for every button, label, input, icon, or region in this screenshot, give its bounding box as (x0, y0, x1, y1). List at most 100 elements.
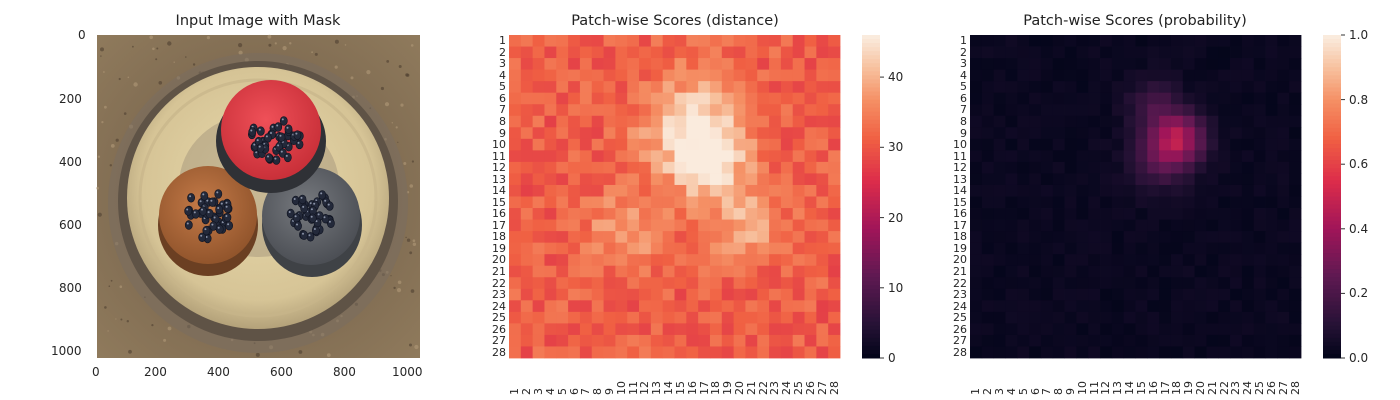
heatmap-cell (1147, 104, 1160, 117)
heatmap-cell (1123, 231, 1136, 244)
heatmap-cell (639, 127, 652, 140)
heatmap-cell (639, 46, 652, 59)
heatmap-cell (662, 127, 675, 140)
heatmap-cell (639, 196, 652, 209)
heatmap-cell (1123, 173, 1136, 186)
heatmap-cell (745, 254, 758, 267)
heatmap-cell (1040, 104, 1054, 117)
heatmap-cell (816, 127, 829, 140)
speckle (104, 306, 107, 309)
heatmap-cell (532, 265, 545, 278)
heatmap-cell (792, 265, 805, 278)
heatmap-cell (721, 92, 735, 105)
heatmap-cell (1194, 150, 1207, 163)
heatmap-cell (1289, 242, 1302, 255)
heatmap-cell (745, 311, 758, 324)
colorbar-segment (862, 123, 880, 129)
heatmap-cell (627, 184, 640, 197)
heatmap-cell (1076, 161, 1089, 174)
heatmap-cell (520, 69, 534, 82)
heatmap-cell (1289, 288, 1302, 301)
heatmap-cell (615, 254, 628, 267)
heatmap-cell (568, 104, 581, 117)
heatmap-cell (993, 184, 1006, 197)
berry-highlight (327, 203, 330, 206)
heatmap-cell (603, 69, 616, 82)
heatmap-cell (686, 242, 699, 255)
heatmap-cell (1064, 127, 1077, 140)
heatmap-cell (757, 58, 770, 71)
heatmap-cell (828, 69, 841, 82)
colorbar-segment (862, 353, 880, 359)
heatmap-cell (674, 265, 687, 278)
heatmap-cell (1218, 127, 1231, 140)
heatmap-cell (970, 69, 983, 82)
heatmap-cell (662, 92, 675, 105)
heatmap-cell (757, 127, 770, 140)
heatmap-cell (1253, 104, 1266, 117)
heatmap-cell (1253, 242, 1266, 255)
heatmap-cell (627, 300, 640, 313)
heatmap-cell (1182, 104, 1196, 117)
heatmap-cell (1052, 104, 1065, 117)
heatmap-cell (828, 115, 841, 128)
heatmap-cell (1076, 69, 1089, 82)
colorbar-segment (1323, 333, 1341, 339)
heatmap-cell (615, 138, 628, 151)
heatmap-cell (745, 58, 758, 71)
heatmap-cell (1159, 35, 1172, 47)
heatmap-cell (721, 104, 735, 117)
heatmap-cell (579, 311, 593, 324)
heatmap-cell (993, 127, 1006, 140)
colorbar-segment (1323, 277, 1341, 282)
heatmap-cell (1040, 254, 1054, 267)
heatmap-cell (709, 196, 723, 209)
heatmap-cell (1159, 219, 1172, 232)
heatmap-cell (579, 277, 593, 290)
berry-highlight (225, 215, 228, 217)
heatmap-cell (1206, 288, 1219, 301)
heatmap-cell (1052, 35, 1065, 47)
heatmap-cell (520, 104, 534, 117)
heatmap-cell (1040, 184, 1054, 197)
heatmap-cell (970, 58, 983, 71)
heatmap-cell (780, 46, 794, 59)
heatmap-cell (591, 219, 604, 232)
heatmap-cell (1111, 219, 1125, 232)
heatmap-cell (1230, 334, 1243, 347)
heatmap-cell (1230, 173, 1243, 186)
heatmap-cell (721, 115, 735, 128)
colorbar-segment (1323, 71, 1341, 76)
heatmap-cell (1194, 115, 1207, 128)
heatmap-cell (1005, 334, 1018, 347)
heatmap-cell (686, 219, 699, 232)
heatmap-cell (1194, 231, 1207, 244)
heatmap-cell (1123, 127, 1136, 140)
heatmap-cell (981, 231, 995, 244)
colorbar-tick-label: 40 (888, 70, 904, 85)
heatmap-cell (709, 346, 723, 359)
heatmap-cell (1017, 346, 1030, 359)
heatmap-cell (981, 81, 995, 94)
heatmap-cell (1076, 104, 1089, 117)
heatmap-row-label: 18 (492, 230, 506, 244)
speckle (380, 86, 384, 91)
heatmap-cell (745, 161, 758, 174)
heatmap-cell (1277, 46, 1290, 59)
heatmap-cell (1194, 92, 1207, 105)
heatmap-cell (970, 277, 983, 290)
heatmap-cell (639, 219, 652, 232)
heatmap-cell (1088, 288, 1101, 301)
colorbar-segment (862, 148, 880, 153)
heatmap-cell (1265, 161, 1278, 174)
heatmap-cell (1005, 208, 1018, 220)
heatmap-cell (674, 58, 687, 71)
heatmap-cell (686, 115, 699, 128)
heatmap-cell (721, 138, 735, 151)
berry (223, 212, 232, 223)
heatmap-cell (1230, 265, 1243, 278)
heatmap-cell (579, 46, 593, 59)
heatmap-cell (709, 92, 723, 105)
heatmap-cell (970, 196, 983, 209)
heatmap-cell (709, 300, 723, 313)
